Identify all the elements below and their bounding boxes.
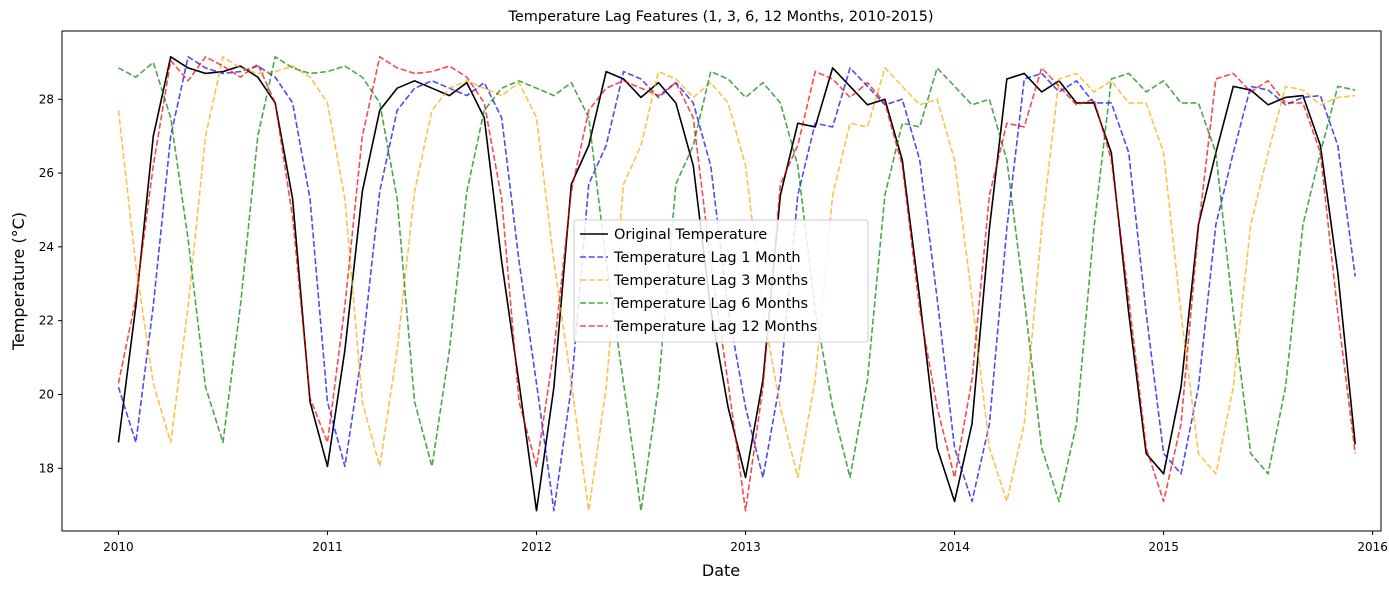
series-line-temperature-lag-12-months	[117, 56, 1357, 512]
chart-title: Temperature Lag Features (1, 3, 6, 12 Mo…	[507, 9, 933, 25]
y-axis-label: Temperature (°C)	[9, 212, 28, 351]
x-tick-label: 2011	[312, 540, 343, 554]
legend-box	[573, 219, 869, 343]
legend-label: Original Temperature	[614, 227, 767, 243]
series-layer	[117, 56, 1357, 512]
y-tick-label: 22	[39, 314, 54, 328]
x-tick-label: 2016	[1357, 540, 1388, 554]
x-tick-label: 2014	[939, 540, 970, 554]
legend: Original Temperature Temperature Lag 1 Mo…	[573, 219, 869, 343]
x-axis: 2010 2011 2012 2013 2014 2015 2016	[103, 531, 1388, 554]
y-tick-label: 26	[39, 166, 54, 180]
plot-area-frame	[61, 30, 1382, 532]
y-tick-label: 28	[39, 92, 54, 106]
legend-label: Temperature Lag 1 Month	[613, 250, 801, 266]
series-line-temperature-lag-6-months	[118, 56, 1356, 512]
y-tick-label: 18	[39, 461, 54, 475]
legend-label: Temperature Lag 12 Months	[613, 319, 817, 335]
x-tick-label: 2013	[730, 540, 761, 554]
x-axis-label: Date	[702, 561, 740, 580]
y-axis: 18 20 22 24 26 28	[39, 92, 62, 475]
series-line-temperature-lag-3-months	[117, 56, 1356, 512]
series-line-temperature-lag-1-month	[117, 56, 1357, 512]
x-tick-label: 2012	[521, 540, 552, 554]
x-tick-label: 2015	[1148, 540, 1179, 554]
x-tick-label: 2010	[103, 540, 134, 554]
legend-label: Temperature Lag 6 Months	[613, 296, 808, 312]
y-tick-label: 24	[39, 240, 54, 254]
y-tick-label: 20	[39, 387, 54, 401]
legend-label: Temperature Lag 3 Months	[613, 273, 808, 289]
